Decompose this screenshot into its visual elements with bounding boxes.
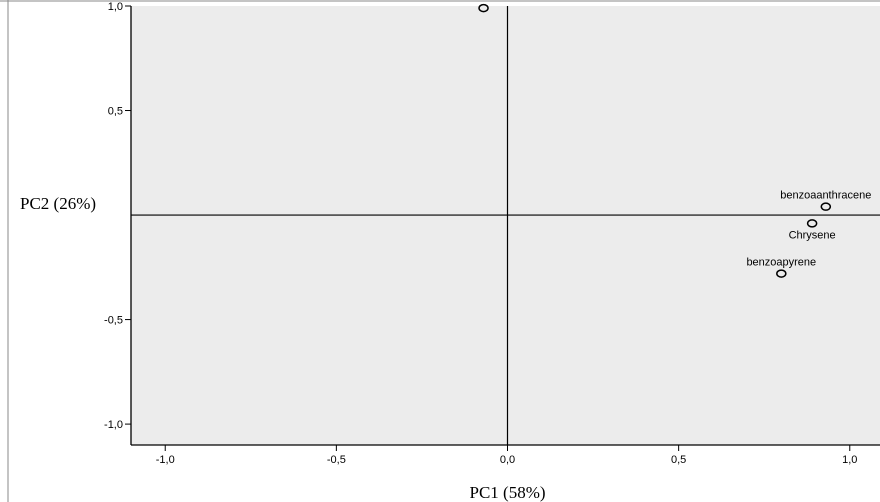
x-tick-label: -0,5 bbox=[327, 454, 346, 466]
x-axis-title: PC1 (58%) bbox=[469, 483, 545, 502]
data-point bbox=[806, 219, 818, 228]
data-point bbox=[478, 3, 489, 13]
data-point-label: benzoaanthracene bbox=[780, 190, 871, 202]
x-tick-label: 0,0 bbox=[500, 454, 515, 466]
plot-area bbox=[131, 6, 880, 445]
reference-lines bbox=[131, 6, 880, 445]
data-point-label: benzobfluoranthene bbox=[435, 0, 532, 3]
y-tick-label: -1,0 bbox=[104, 419, 123, 431]
y-tick-label: 1,0 bbox=[108, 1, 123, 13]
y-axis-title: PC2 (26%) bbox=[20, 194, 96, 213]
ticks: -1,0 -0,5 0,0 0,5 1,0 1,0 0,5 -0,5 -1,0 bbox=[104, 1, 857, 466]
x-tick-label: 1,0 bbox=[842, 454, 857, 466]
data-points: benzobfluoranthene benzoaanthracene Chryse… bbox=[435, 0, 871, 278]
y-tick-label: 0,5 bbox=[108, 106, 123, 118]
data-point-label: benzoapyrene bbox=[746, 257, 816, 269]
data-point bbox=[776, 269, 787, 278]
x-tick-label: 0,5 bbox=[671, 454, 686, 466]
data-point-label: Chrysene bbox=[789, 229, 836, 241]
y-tick-label: -0,5 bbox=[104, 315, 123, 327]
data-point bbox=[820, 202, 832, 211]
x-tick-label: -1,0 bbox=[156, 454, 175, 466]
